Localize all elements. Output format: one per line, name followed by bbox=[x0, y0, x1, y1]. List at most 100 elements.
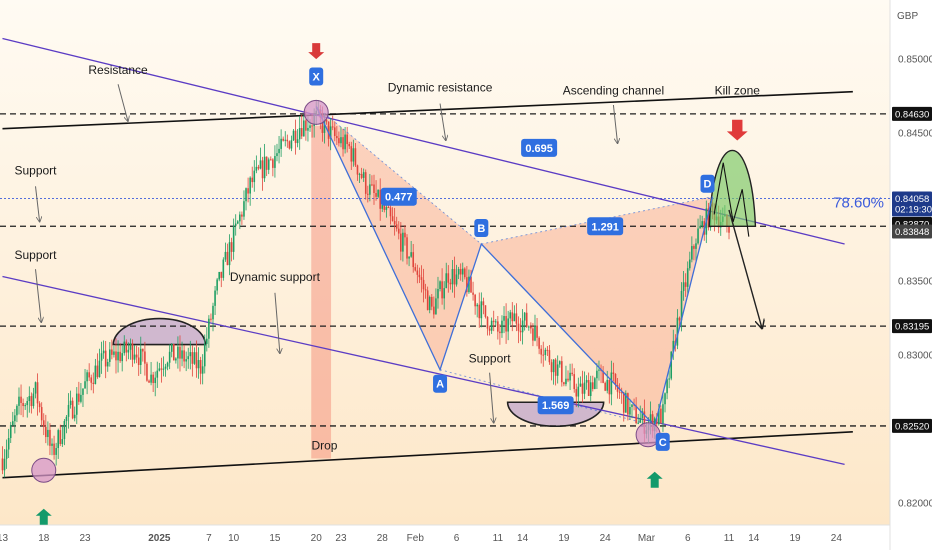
candle-body bbox=[367, 193, 369, 195]
candle-body bbox=[135, 354, 138, 358]
candle-body bbox=[323, 119, 326, 133]
pattern-point-b-bg bbox=[474, 219, 489, 238]
candle-body bbox=[38, 403, 41, 408]
candle-body bbox=[542, 354, 545, 356]
candle-body bbox=[307, 127, 309, 131]
time-tick-label: 14 bbox=[517, 533, 529, 544]
candle-body bbox=[492, 320, 495, 323]
candle-body bbox=[389, 207, 392, 217]
candle-body bbox=[443, 288, 445, 299]
candle-body bbox=[100, 353, 103, 361]
candle-body bbox=[331, 126, 334, 128]
time-tick-label: 11 bbox=[724, 533, 735, 544]
price-box bbox=[892, 319, 932, 334]
candle-body bbox=[383, 201, 386, 210]
candle-body bbox=[697, 228, 699, 244]
candle-body bbox=[199, 360, 202, 374]
candle-body bbox=[478, 304, 481, 319]
candle-body bbox=[691, 246, 693, 260]
ascending-channel-upper bbox=[2, 90, 853, 130]
candle-body bbox=[216, 279, 218, 291]
pattern-point-d-bg bbox=[700, 174, 715, 193]
candle-body bbox=[583, 382, 586, 394]
candle-body bbox=[377, 189, 379, 197]
candle-body bbox=[26, 400, 29, 406]
time-tick-label: 15 bbox=[269, 533, 281, 544]
candle-body bbox=[162, 368, 165, 370]
candle-body bbox=[435, 298, 437, 315]
candle-body bbox=[305, 120, 307, 131]
candle-body bbox=[139, 348, 142, 365]
candle-body bbox=[381, 201, 384, 209]
candle-body bbox=[437, 289, 439, 299]
candle-body bbox=[329, 126, 332, 139]
candle-body bbox=[662, 404, 664, 424]
candle-body bbox=[604, 382, 606, 391]
candle-body bbox=[36, 382, 39, 404]
candle-body bbox=[550, 362, 553, 373]
candle-body bbox=[261, 160, 264, 179]
candle-body bbox=[517, 323, 520, 331]
time-tick-label: 6 bbox=[685, 533, 691, 544]
candle-body bbox=[232, 225, 235, 252]
candle-body bbox=[635, 405, 637, 424]
candle-body bbox=[47, 429, 49, 438]
ratio-label: 0.477 bbox=[385, 192, 413, 204]
candle-body bbox=[422, 279, 425, 290]
price-tick-label: 0.83000 bbox=[898, 350, 932, 361]
drop-zone bbox=[311, 125, 332, 459]
up-arrow-low bbox=[35, 508, 52, 525]
candle-body bbox=[187, 356, 190, 360]
candle-body bbox=[148, 380, 150, 383]
candle-body bbox=[90, 377, 93, 383]
candle-body bbox=[9, 425, 12, 439]
candle-body bbox=[127, 349, 130, 353]
candle-body bbox=[96, 365, 99, 378]
candle-body bbox=[123, 341, 126, 354]
candle-body bbox=[414, 267, 417, 271]
candle-body bbox=[682, 282, 685, 291]
candle-body bbox=[325, 119, 328, 122]
candle-body bbox=[303, 120, 305, 137]
candle-body bbox=[400, 233, 402, 252]
candle-body bbox=[154, 377, 157, 384]
candle-body bbox=[170, 343, 173, 352]
candle-body bbox=[71, 400, 74, 419]
currency-label: GBP bbox=[897, 11, 918, 22]
time-tick-label: Mar bbox=[638, 533, 656, 544]
candle-body bbox=[181, 350, 183, 359]
ratio-label: 1.569 bbox=[542, 400, 570, 412]
candle-body bbox=[575, 389, 578, 397]
candle-body bbox=[24, 405, 26, 407]
candle-body bbox=[156, 370, 159, 378]
candle-body bbox=[433, 306, 435, 315]
candle-body bbox=[567, 378, 569, 381]
candle-body bbox=[598, 369, 600, 371]
candle-body bbox=[509, 312, 512, 319]
candle-body bbox=[544, 349, 547, 355]
candle-body bbox=[680, 290, 683, 321]
candle-body bbox=[606, 379, 609, 391]
candle-body bbox=[49, 429, 51, 446]
candle-body bbox=[282, 138, 284, 141]
candle-body bbox=[573, 374, 576, 390]
candle-body bbox=[523, 312, 526, 321]
candle-body bbox=[678, 317, 681, 321]
annotation-label: Kill zone bbox=[715, 84, 761, 98]
candle-body bbox=[507, 318, 509, 332]
candle-body bbox=[290, 140, 293, 149]
candle-body bbox=[445, 273, 448, 289]
candle-body bbox=[131, 343, 134, 360]
ratio-label-bg bbox=[380, 187, 417, 206]
candle-body bbox=[525, 312, 528, 327]
candle-body bbox=[1, 458, 4, 471]
candle-body bbox=[218, 271, 220, 280]
pattern-point-c-bg bbox=[655, 432, 670, 451]
candle-body bbox=[236, 221, 239, 224]
candle-body bbox=[311, 125, 313, 127]
candle-body bbox=[505, 316, 507, 332]
price-tick-label: 0.82000 bbox=[898, 498, 932, 509]
candle-body bbox=[666, 379, 668, 394]
candle-body bbox=[453, 269, 456, 285]
